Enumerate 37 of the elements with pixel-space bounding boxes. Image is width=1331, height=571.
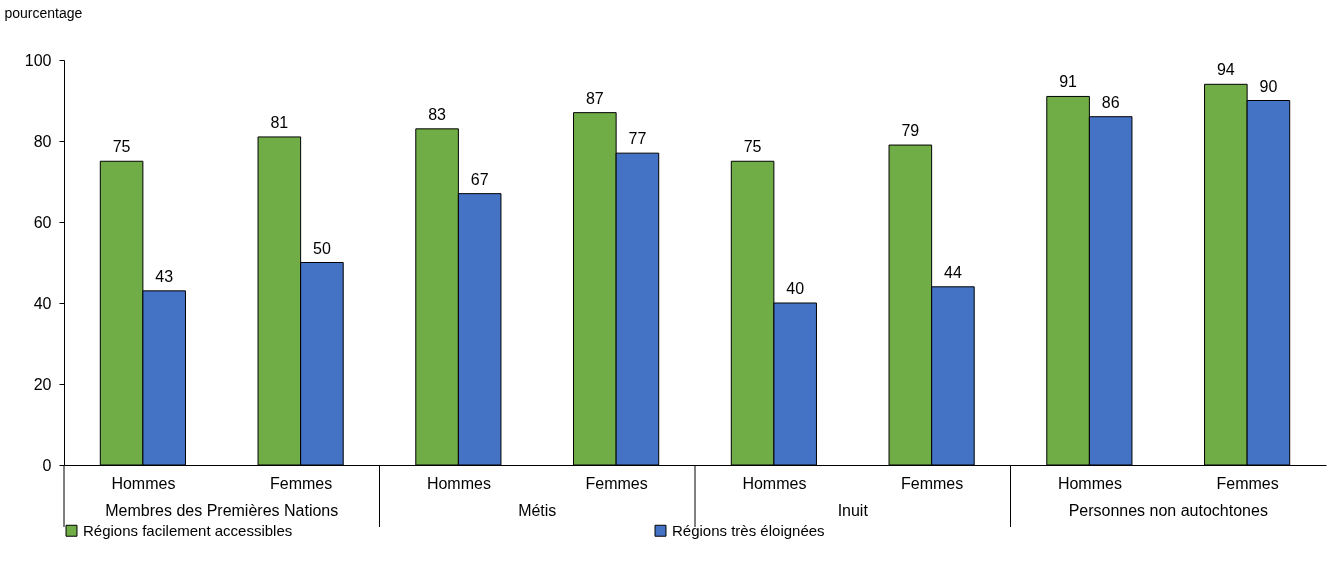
x-tick-label: Hommes [111, 474, 176, 492]
legend-label: Régions facilement accessibles [83, 521, 293, 539]
x-tick-label: Femmes [585, 474, 648, 492]
data-label: 75 [112, 138, 131, 156]
x-tick-label: Femmes [270, 474, 333, 492]
data-label: 81 [270, 113, 289, 131]
x-tick-label: Hommes [742, 474, 807, 492]
data-label: 87 [585, 89, 604, 107]
x-tick-label: Femmes [1216, 474, 1279, 492]
data-label: 40 [786, 280, 805, 297]
x-tick-label: Hommes [426, 474, 491, 492]
data-label: 79 [901, 122, 920, 140]
y-tick-label: 60 [33, 213, 52, 231]
data-label: 86 [1101, 93, 1120, 111]
data-label: 94 [1216, 61, 1235, 79]
data-label: 44 [944, 263, 962, 281]
text: Personnes non autochtones [1068, 502, 1268, 519]
data-label: 67 [470, 170, 489, 188]
y-tick-label: 40 [33, 294, 52, 312]
x-tick-label: Femmes [901, 474, 964, 492]
legend-label: Régions très éloignées [672, 521, 825, 539]
data-label: 83 [428, 105, 447, 123]
x-tick-label: Hommes [1057, 474, 1122, 492]
data-label: 75 [743, 138, 762, 156]
y-tick-label: 20 [33, 375, 52, 393]
text: Inuit [837, 502, 869, 519]
data-label: 43 [155, 267, 174, 285]
text: Métis [518, 502, 557, 519]
text: Membres des Premières Nations [105, 502, 339, 519]
y-tick-label: 100 [24, 51, 52, 69]
y-axis-title: pourcentage [4, 4, 83, 21]
data-label: 77 [628, 130, 647, 148]
data-label: 90 [1259, 77, 1278, 95]
y-tick-label: 80 [33, 132, 52, 150]
data-label: 50 [313, 239, 331, 257]
y-tick-label: 0 [42, 456, 52, 474]
data-label: 91 [1059, 73, 1078, 91]
